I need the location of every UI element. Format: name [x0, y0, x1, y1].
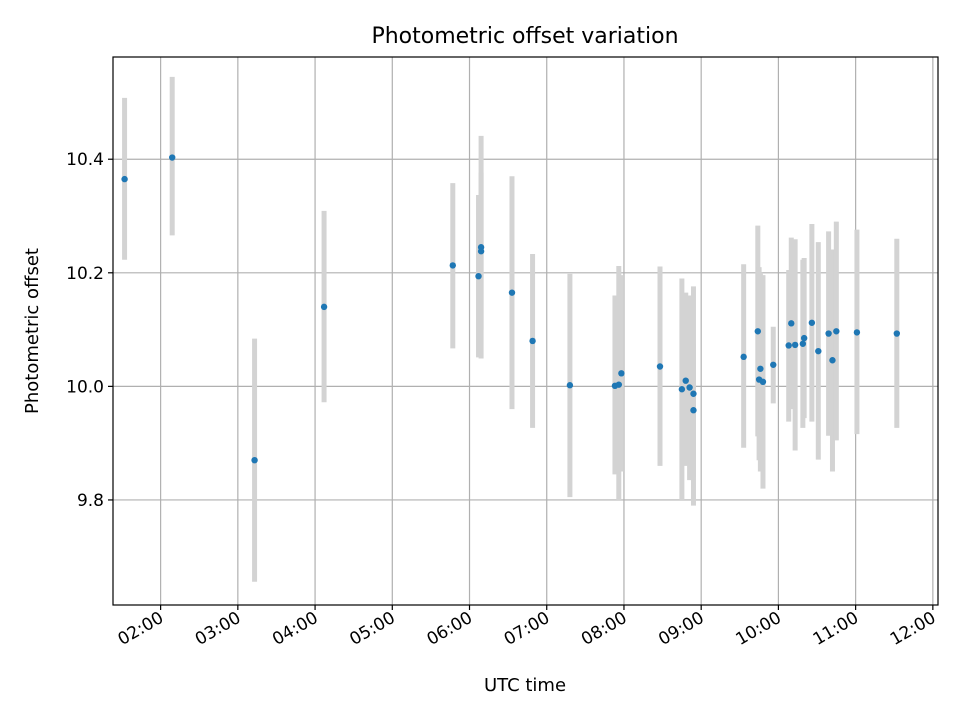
data-point	[740, 353, 747, 361]
chart-title: Photometric offset variation	[371, 24, 678, 49]
x-axis-label: UTC time	[484, 675, 566, 696]
y-axis-label: Photometric offset	[22, 248, 43, 414]
data-point	[678, 386, 686, 393]
data-point	[169, 154, 176, 161]
data-point	[833, 328, 840, 335]
data-point	[788, 320, 795, 327]
data-point	[815, 347, 822, 355]
data-point	[829, 357, 836, 364]
data-point	[808, 319, 816, 326]
y-tick-label: 9.8	[77, 491, 104, 511]
data-points	[121, 154, 901, 464]
data-point	[825, 330, 832, 337]
data-point	[566, 382, 574, 389]
data-point	[759, 378, 767, 386]
data-point	[770, 361, 777, 368]
data-point	[508, 289, 516, 296]
data-point	[754, 328, 762, 335]
data-point	[686, 384, 693, 391]
y-tick-label: 10.4	[66, 150, 104, 170]
data-point	[477, 248, 485, 255]
data-point	[682, 377, 689, 384]
data-point	[690, 407, 697, 414]
data-point	[121, 175, 128, 183]
data-point	[853, 329, 861, 336]
data-point	[529, 337, 536, 345]
data-point	[615, 381, 623, 388]
data-point	[618, 370, 625, 377]
y-tick-label: 10.0	[66, 377, 104, 397]
data-point	[893, 330, 901, 337]
data-point	[757, 365, 764, 372]
data-point	[799, 340, 807, 347]
data-point	[690, 390, 697, 397]
data-point	[449, 262, 456, 269]
data-point	[320, 303, 328, 311]
plot-frame	[112, 56, 939, 606]
data-point	[656, 363, 664, 370]
data-point	[791, 341, 799, 349]
data-point	[785, 342, 792, 349]
data-point	[475, 273, 482, 280]
y-tick-label: 10.2	[66, 264, 104, 284]
data-point	[800, 334, 808, 342]
data-point	[251, 456, 258, 464]
